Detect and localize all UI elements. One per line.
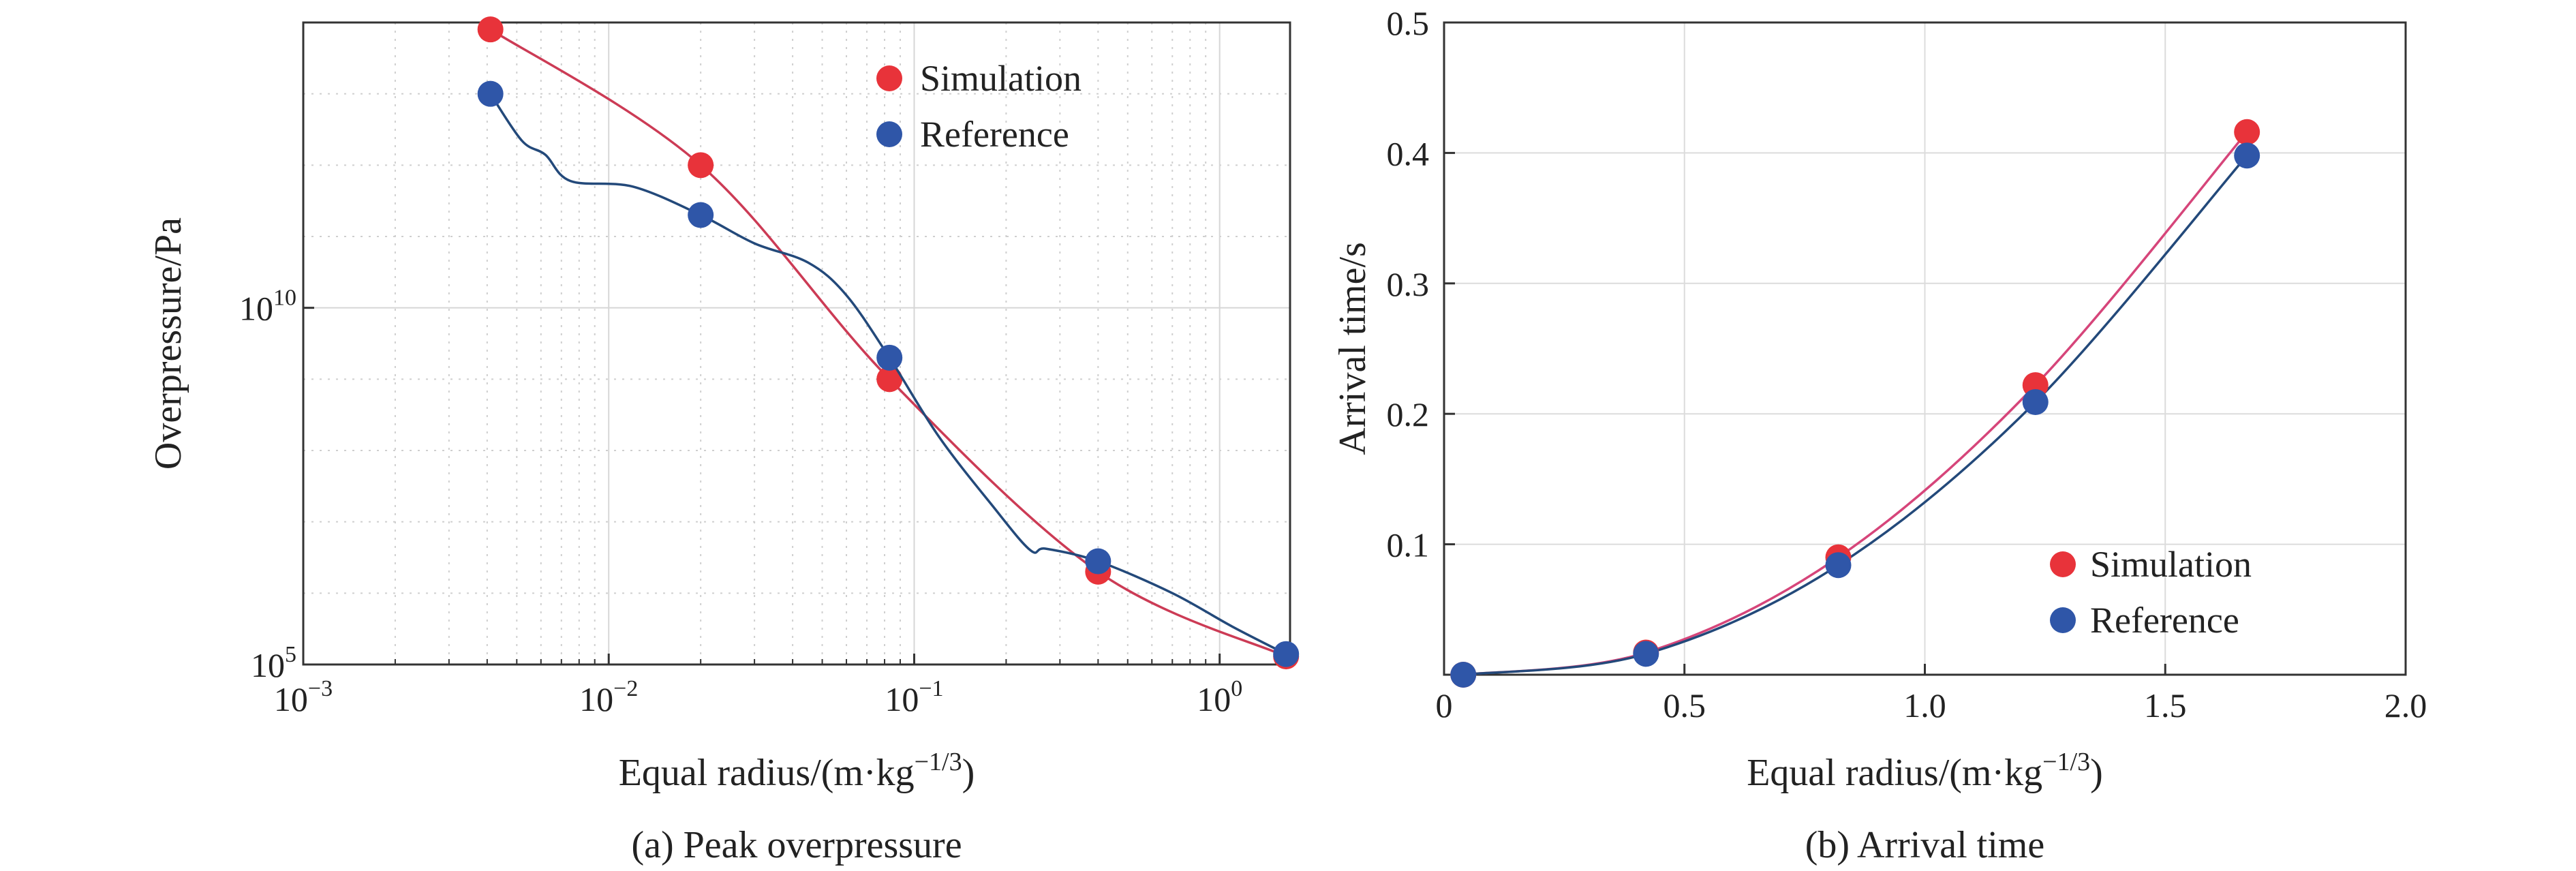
data-point-reference	[1825, 552, 1852, 579]
caption-a: (a) Peak overpressure	[631, 824, 962, 866]
y-tick-label-b: 0.5	[1387, 4, 1430, 42]
y-axis-label-a: Overpressure/Pa	[147, 217, 189, 470]
x-tick-label-b: 1.0	[1903, 686, 1946, 724]
data-point-simulation	[2234, 119, 2260, 145]
x-tick-label-b: 2.0	[2385, 686, 2427, 724]
data-point-reference	[2022, 388, 2049, 415]
x-axis-label-b: Equal radius/(m·kg−1/3)	[1747, 748, 2103, 794]
legend-marker-simulation	[2050, 551, 2076, 577]
plot-area-a	[303, 22, 1290, 664]
data-point-reference	[1450, 662, 1477, 688]
x-axis-label-a: Equal radius/(m·kg−1/3)	[619, 748, 975, 794]
x-tick-label-b: 1.5	[2144, 686, 2187, 724]
data-point-reference	[1633, 641, 1659, 667]
x-tick-label-b: 0	[1436, 686, 1453, 724]
legend-marker-reference	[2050, 607, 2076, 633]
data-point-reference	[1085, 548, 1111, 575]
x-tick-label-a: 10−3	[274, 676, 333, 718]
y-axis-label-b: Arrival time/s	[1332, 242, 1374, 455]
data-point-reference	[1273, 641, 1300, 667]
legend-marker-reference	[876, 121, 902, 147]
y-tick-label-b: 0.4	[1387, 134, 1430, 172]
y-tick-label-a: 1010	[239, 286, 296, 328]
data-point-reference	[477, 80, 504, 107]
data-point-reference	[2234, 142, 2260, 169]
legend-label-reference: Reference	[920, 114, 1069, 155]
x-tick-label-a: 10−1	[885, 676, 943, 718]
y-tick-label-b: 0.2	[1387, 395, 1430, 433]
data-point-simulation	[477, 16, 504, 43]
y-tick-label-b: 0.3	[1387, 265, 1430, 303]
data-point-simulation	[688, 152, 714, 179]
legend-marker-simulation	[876, 65, 902, 91]
legend-label-simulation: Simulation	[920, 58, 1082, 99]
plot-frame-a	[302, 21, 1291, 666]
y-tick-label-b: 0.1	[1387, 526, 1430, 564]
series-line-reference	[1463, 155, 2248, 676]
x-tick-label-a: 10−2	[579, 676, 638, 718]
legend-label-simulation: Simulation	[2090, 544, 2252, 585]
data-point-reference	[688, 202, 714, 228]
data-point-reference	[876, 344, 903, 371]
data-point-simulation	[876, 366, 903, 393]
chart-b-arrival-time: 0 0.5 1.0 1.5 2.0 0.1 0.2 0.3 0.4 0.5 Simulation Re…	[1332, 4, 2427, 866]
legend-label-reference: Reference	[2090, 600, 2239, 641]
chart-a-peak-overpressure: 10−3 10−2 10−1 100 105 1010 Simulation Referenc…	[147, 16, 1300, 866]
x-tick-label-a: 100	[1197, 676, 1242, 718]
y-tick-label-a: 105	[251, 642, 296, 684]
series-line-reference	[489, 93, 1287, 656]
x-tick-label-b: 0.5	[1663, 686, 1706, 724]
caption-b: (b) Arrival time	[1805, 824, 2044, 866]
